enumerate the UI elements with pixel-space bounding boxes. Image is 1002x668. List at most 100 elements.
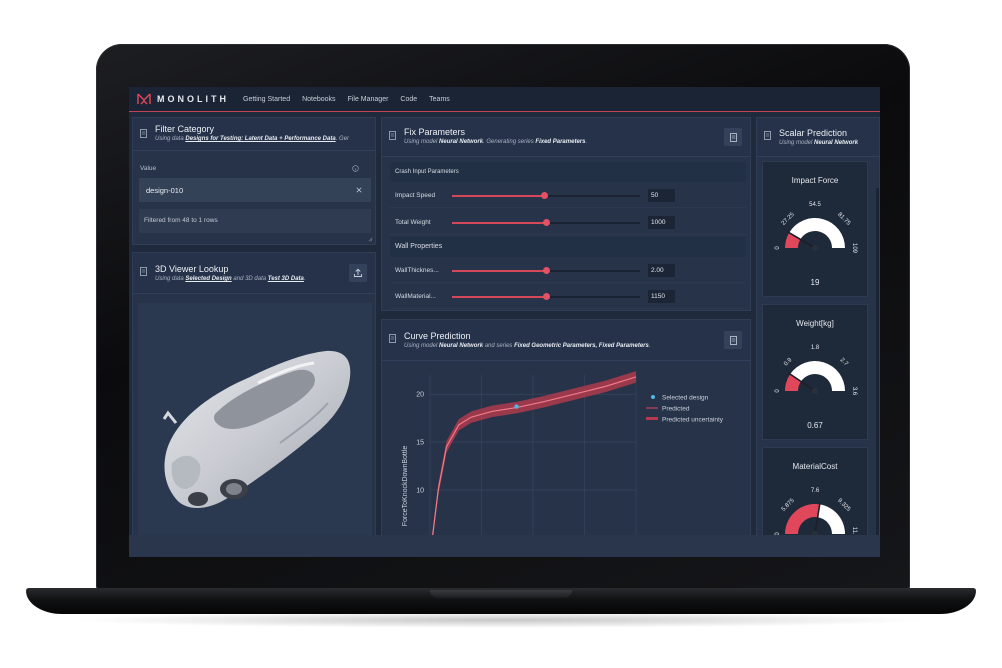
gauge-tick-label: 81.75 — [836, 212, 851, 227]
legend-uncertainty-marker — [646, 417, 658, 420]
scalar-prediction-panel: Scalar Prediction Using model Neural Net… — [756, 117, 880, 557]
scrollbar[interactable] — [876, 188, 879, 556]
curve-chart[interactable]: ForceToKnockDownBottle 2015105 Selected … — [382, 361, 750, 557]
gauge-tick-label: 0 — [775, 246, 781, 250]
data-link[interactable]: Designs for Testing: Latent Data + Perfo… — [185, 136, 336, 142]
param-row-wall-thickness: WallThicknes... 2.00 — [390, 259, 746, 283]
legend-predicted: Predicted — [662, 406, 690, 413]
section-title: Crash Input Parameters — [395, 169, 459, 175]
panel-title: Curve Prediction — [404, 331, 471, 341]
value-input[interactable]: design-010 — [139, 178, 371, 202]
document-icon — [140, 267, 147, 276]
brand-name: MONOLITH — [157, 94, 229, 104]
y-axis-label: ForceToKnockDownBottle — [402, 446, 409, 527]
legend-selected-marker — [651, 395, 655, 399]
legend-selected-design: Selected design — [662, 395, 709, 402]
panel-header: Fix Parameters Using model Neural Networ… — [382, 118, 750, 157]
param-value-input[interactable]: 1000 — [648, 216, 675, 229]
panel-header: 3D Viewer Lookup Using data Selected Des… — [133, 253, 375, 294]
gauge-tick-label: 109 — [851, 243, 857, 254]
param-slider[interactable] — [452, 192, 640, 199]
y-tick-label: 10 — [416, 487, 424, 494]
nav-notebooks[interactable]: Notebooks — [302, 95, 336, 103]
document-icon — [730, 336, 737, 345]
gauge-tick-label: 9.325 — [836, 498, 851, 513]
upload-icon — [354, 268, 362, 277]
gauge-arc — [817, 504, 845, 534]
selected-design-point[interactable] — [514, 404, 519, 409]
panel-header: Filter Category Using data Designs for T… — [133, 118, 375, 151]
value-label: Value — [140, 165, 157, 172]
panel-title: Filter Category — [155, 124, 215, 134]
param-value-input[interactable]: 2.00 — [648, 264, 675, 277]
nav-teams[interactable]: Teams — [429, 95, 450, 103]
param-slider[interactable] — [452, 293, 640, 300]
3d-viewport[interactable] — [138, 303, 372, 557]
clear-icon[interactable] — [356, 187, 362, 193]
filter-category-panel: Filter Category Using data Designs for T… — [132, 117, 376, 245]
gauge-needle — [787, 231, 816, 249]
slider-fill — [452, 270, 546, 272]
gauge-tick-label: 5.875 — [781, 497, 796, 512]
chart-ticks: 2015105 — [416, 392, 424, 543]
monolith-logo-icon — [137, 93, 151, 105]
y-tick-label: 20 — [416, 392, 424, 399]
gauge-title: MaterialCost — [792, 462, 838, 471]
param-label: Impact Speed — [395, 192, 436, 199]
panel-subtitle: Using data Designs for Testing: Latent D… — [155, 136, 350, 142]
gauge-title: Impact Force — [791, 176, 839, 185]
laptop-notch — [430, 590, 572, 598]
3d-viewer-panel: 3D Viewer Lookup Using data Selected Des… — [132, 252, 376, 557]
resize-handle-icon[interactable] — [368, 237, 373, 242]
param-value-input[interactable]: 1150 — [648, 290, 675, 303]
legend-predicted-uncertainty: Predicted uncertainty — [662, 417, 724, 424]
nav-getting-started[interactable]: Getting Started — [243, 95, 291, 103]
filter-status-box: Filtered from 48 to 1 rows — [139, 209, 371, 233]
gauge-value: 0.67 — [807, 421, 823, 430]
info-icon[interactable] — [352, 165, 359, 172]
nav-code[interactable]: Code — [400, 95, 418, 103]
filter-status-text: Filtered from 48 to 1 rows — [144, 217, 218, 224]
document-icon — [730, 133, 737, 142]
data-link[interactable]: Test 3D Data — [267, 276, 304, 282]
section-title: Wall Properties — [395, 243, 443, 250]
panel-header: Scalar Prediction Using model Neural Net… — [757, 118, 879, 157]
panel-subtitle: Using data Selected Design and 3D data T… — [155, 276, 306, 282]
top-navigation-bar: MONOLITH Getting Started Notebooks File … — [129, 87, 880, 112]
nav-file-manager[interactable]: File Manager — [347, 95, 389, 103]
param-slider[interactable] — [452, 219, 640, 226]
slider-fill — [452, 296, 546, 298]
gauge-tick-label: 0.9 — [783, 357, 794, 368]
chart-legend: Selected design Predicted Predicted unce… — [646, 395, 724, 424]
gauge-needle — [788, 372, 816, 392]
notes-button[interactable] — [724, 331, 742, 349]
gauge-tick-label: 11.15 — [851, 527, 857, 542]
gauge-needle — [814, 502, 821, 535]
data-link[interactable]: Selected Design — [185, 276, 232, 282]
gauge-dial: 0 109 27.25 81.75 54.5 — [775, 202, 857, 254]
panel-title: Scalar Prediction — [779, 128, 848, 138]
param-value-input[interactable]: 50 — [648, 189, 675, 202]
app-screen: MONOLITH Getting Started Notebooks File … — [129, 87, 880, 557]
gauge-tick-label: 0 — [775, 532, 781, 536]
gauge-tick-label: 7.6 — [811, 488, 820, 494]
panel-title: 3D Viewer Lookup — [155, 264, 229, 274]
param-row-wall-material: WallMaterial... 1150 — [390, 285, 746, 309]
document-icon — [389, 334, 396, 343]
upload-button[interactable] — [349, 264, 367, 282]
document-icon — [140, 129, 147, 138]
slider-knob[interactable] — [541, 192, 549, 199]
car-3d-model[interactable] — [138, 303, 372, 557]
param-slider[interactable] — [452, 267, 640, 274]
param-row-total-weight: Total Weight 1000 — [390, 211, 746, 235]
gauge-tick-label: 27.25 — [781, 211, 796, 226]
slider-knob[interactable] — [543, 219, 550, 226]
notes-button[interactable] — [724, 128, 742, 146]
slider-knob[interactable] — [543, 267, 550, 274]
series-predicted-line — [429, 376, 637, 556]
slider-knob[interactable] — [543, 293, 550, 300]
section-header-crash: Crash Input Parameters — [390, 162, 746, 182]
gauge-arc — [790, 361, 845, 391]
value-input-text: design-010 — [146, 186, 184, 195]
curve-prediction-panel: Curve Prediction Using model Neural Netw… — [381, 319, 751, 557]
